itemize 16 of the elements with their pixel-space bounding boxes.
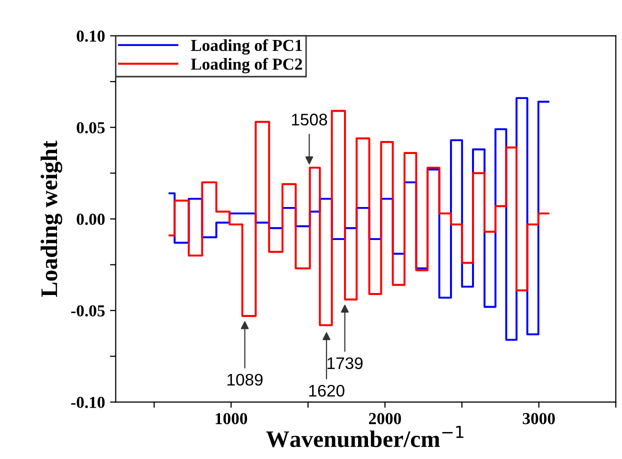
x-axis-title: Wavenumber/cm$^{−1}$ bbox=[266, 426, 464, 448]
legend-label: Loading of PC2 bbox=[190, 58, 302, 74]
annotation: 1739 bbox=[328, 357, 363, 370]
x-tick-label: 1000 bbox=[216, 412, 248, 424]
legend-label: Loading of PC1 bbox=[190, 39, 302, 55]
y-tick-label: 0.10 bbox=[76, 30, 105, 42]
annotation: 1089 bbox=[228, 374, 263, 386]
y-tick-label: -0.05 bbox=[71, 305, 105, 317]
y-tick-label: 0.05 bbox=[76, 122, 105, 134]
x-tick-label: 3000 bbox=[522, 412, 555, 424]
y-tick-label: 0.00 bbox=[76, 214, 105, 225]
annotation: 1620 bbox=[309, 384, 344, 397]
y-axis-title: Loading weight bbox=[40, 140, 62, 297]
annotation: 1508 bbox=[292, 114, 328, 126]
x-tick-label: 2000 bbox=[369, 412, 401, 424]
y-tick-label: -0.10 bbox=[71, 396, 105, 408]
